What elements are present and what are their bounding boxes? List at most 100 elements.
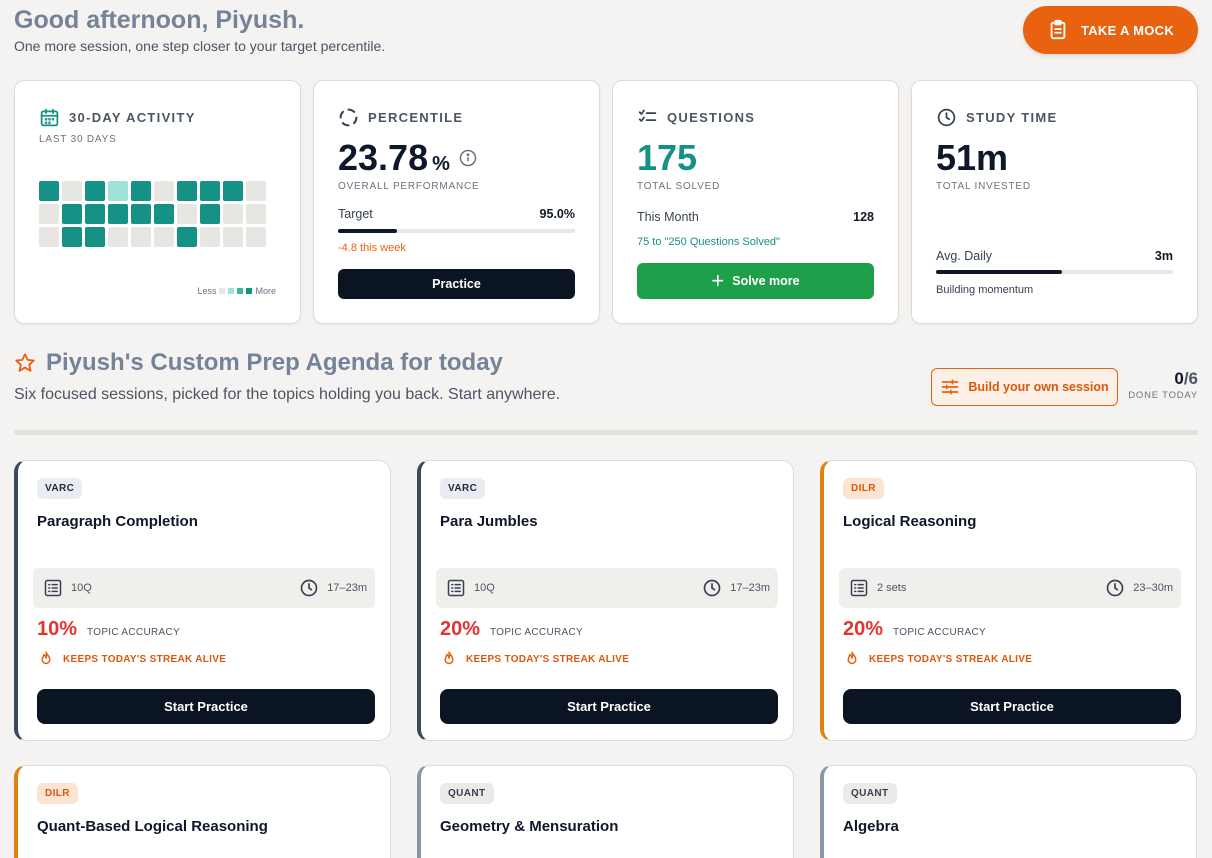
clock-icon	[1106, 579, 1124, 597]
activity-day-cell	[85, 204, 105, 224]
activity-day-cell	[177, 227, 197, 247]
target-progress-fill	[338, 229, 398, 233]
activity-day-cell	[85, 181, 105, 201]
activity-day-cell	[200, 204, 220, 224]
activity-day-cell	[39, 227, 59, 247]
subject-badge: DILR	[843, 478, 884, 499]
target-value: 95.0%	[539, 207, 575, 221]
activity-day-cell	[62, 181, 82, 201]
study-time-value: 51m	[936, 137, 1009, 178]
agenda-subtitle: Six focused sessions, picked for the top…	[14, 386, 561, 403]
practice-button[interactable]: Practice	[338, 269, 575, 299]
accuracy-label: TOPIC ACCURACY	[893, 627, 986, 638]
activity-day-cell	[108, 181, 128, 201]
activity-day-cell	[85, 227, 105, 247]
subject-badge: QUANT	[843, 783, 897, 804]
session-card-para-jumbles[interactable]: VARC Para Jumbles 10Q 17–23m 20% TOPIC AC…	[417, 460, 794, 741]
study-note: Building momentum	[936, 284, 1034, 296]
start-practice-button[interactable]: Start Practice	[843, 689, 1181, 724]
checklist-icon	[638, 109, 657, 122]
session-card-paragraph-completion[interactable]: VARC Paragraph Completion 10Q 17–23m 10%…	[14, 460, 391, 741]
daily-progress-bar	[936, 270, 1173, 274]
section-divider	[14, 430, 1198, 435]
activity-day-cell	[39, 181, 59, 201]
flame-icon	[444, 651, 454, 665]
session-title: Paragraph Completion	[37, 513, 198, 530]
month-label: This Month	[637, 210, 699, 224]
streak-note: KEEPS TODAY'S STREAK ALIVE	[843, 650, 1032, 668]
activity-card: 30-DAY ACTIVITY LAST 30 DAYS Less More	[14, 80, 301, 324]
list-icon	[850, 579, 868, 597]
session-items: 10Q	[71, 582, 92, 594]
greeting-title: Good afternoon, Piyush.	[14, 6, 305, 34]
activity-day-cell	[223, 227, 243, 247]
questions-title: QUESTIONS	[667, 110, 756, 125]
done-total: /6	[1183, 369, 1198, 388]
list-icon	[447, 579, 465, 597]
activity-day-cell	[39, 204, 59, 224]
session-card-quant-based-lr[interactable]: DILR Quant-Based Logical Reasoning	[14, 765, 391, 858]
streak-label: KEEPS TODAY'S STREAK ALIVE	[63, 653, 227, 665]
activity-day-cell	[62, 204, 82, 224]
accuracy-row: 10% TOPIC ACCURACY	[37, 618, 180, 641]
activity-day-cell	[154, 204, 174, 224]
study-time-title: STUDY TIME	[966, 110, 1058, 125]
accuracy-value: 20%	[843, 618, 884, 640]
accuracy-row: 20% TOPIC ACCURACY	[440, 618, 583, 641]
activity-day-cell	[246, 181, 266, 201]
target-label: Target	[338, 207, 373, 221]
done-label: DONE TODAY	[1128, 390, 1198, 401]
info-icon[interactable]	[458, 148, 478, 168]
study-time-card: STUDY TIME 51m TOTAL INVESTED Avg. Daily…	[911, 80, 1198, 324]
activity-day-cell	[131, 181, 151, 201]
session-card-geometry[interactable]: QUANT Geometry & Mensuration	[417, 765, 794, 858]
calendar-icon	[40, 108, 59, 127]
solve-more-button[interactable]: + Solve more	[637, 263, 874, 299]
month-row: This Month 128	[637, 210, 874, 224]
percentile-delta: -4.8 this week	[338, 242, 406, 254]
daily-progress-fill	[936, 270, 1062, 274]
clipboard-icon	[1050, 19, 1066, 40]
accuracy-value: 20%	[440, 618, 481, 640]
activity-day-cell	[223, 181, 243, 201]
session-items: 10Q	[474, 582, 495, 594]
build-session-button[interactable]: Build your own session	[931, 368, 1118, 406]
session-title: Algebra	[843, 818, 899, 835]
activity-day-cell	[177, 204, 197, 224]
questions-value: 175	[637, 137, 698, 178]
month-value: 128	[853, 210, 874, 224]
questions-label: TOTAL SOLVED	[637, 181, 721, 192]
start-practice-button[interactable]: Start Practice	[440, 689, 778, 724]
percentile-label: OVERALL PERFORMANCE	[338, 181, 480, 192]
start-practice-button[interactable]: Start Practice	[37, 689, 375, 724]
study-time-label: TOTAL INVESTED	[936, 181, 1031, 192]
flame-icon	[847, 651, 857, 665]
agenda-title: Piyush's Custom Prep Agenda for today	[46, 349, 503, 376]
session-card-algebra[interactable]: QUANT Algebra	[820, 765, 1197, 858]
percentile-value: 23.78	[338, 137, 429, 178]
activity-day-cell	[223, 204, 243, 224]
build-session-label: Build your own session	[968, 380, 1109, 394]
session-card-logical-reasoning[interactable]: DILR Logical Reasoning 2 sets 23–30m 20%…	[820, 460, 1197, 741]
streak-note: KEEPS TODAY'S STREAK ALIVE	[440, 650, 629, 668]
subject-badge: VARC	[440, 478, 486, 499]
session-items: 2 sets	[877, 582, 907, 594]
session-time: 17–23m	[730, 582, 770, 594]
done-count: 0	[1174, 369, 1184, 388]
streak-label: KEEPS TODAY'S STREAK ALIVE	[466, 653, 630, 665]
activity-day-cell	[200, 227, 220, 247]
take-mock-button[interactable]: TAKE A MOCK	[1023, 6, 1198, 54]
questions-card: QUESTIONS 175 TOTAL SOLVED This Month 12…	[612, 80, 899, 324]
percentile-unit: %	[432, 153, 450, 175]
activity-day-cell	[200, 181, 220, 201]
session-title: Para Jumbles	[440, 513, 538, 530]
activity-day-cell	[131, 204, 151, 224]
legend-more: More	[255, 286, 276, 296]
star-icon	[15, 353, 35, 372]
list-icon	[44, 579, 62, 597]
accuracy-row: 20% TOPIC ACCURACY	[843, 618, 986, 641]
clock-icon	[703, 579, 721, 597]
activity-day-cell	[154, 227, 174, 247]
heatmap-legend: Less More	[197, 286, 276, 296]
activity-title: 30-DAY ACTIVITY	[69, 110, 196, 125]
